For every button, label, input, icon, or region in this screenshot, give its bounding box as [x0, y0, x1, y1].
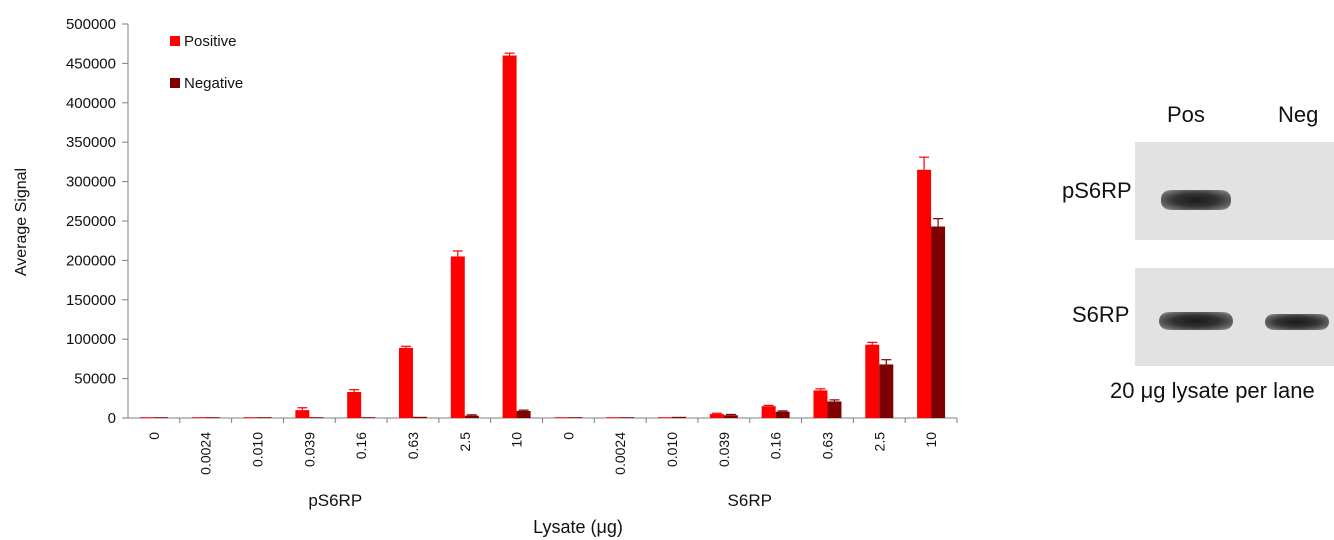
x-tick-label: 0.16: [768, 432, 784, 459]
bar-positive: [191, 417, 206, 418]
y-axis-title: Average Signal: [13, 168, 30, 276]
bar-positive: [139, 417, 154, 418]
bar-negative: [361, 417, 376, 418]
bar-positive: [554, 417, 569, 418]
x-tick-label: 0.0024: [612, 432, 628, 475]
bar-negative: [827, 401, 842, 418]
bar-positive: [709, 414, 724, 418]
x-tick-label: 0.010: [664, 432, 680, 467]
legend-label: Positive: [184, 33, 237, 50]
group-label: S6RP: [728, 491, 772, 510]
y-tick-label: 250000: [66, 213, 116, 230]
bar-negative: [672, 416, 687, 418]
x-tick-label: 2.5: [871, 432, 887, 452]
bar-positive: [658, 417, 673, 418]
bar-positive: [502, 55, 517, 419]
blot-row-top-label: pS6RP: [1062, 178, 1132, 203]
bar-chart: 0 50000 100000 150000 200000 250000 300000 3500…: [13, 16, 958, 537]
bar-positive: [243, 417, 258, 418]
blot-band-bottom-neg: [1265, 314, 1329, 330]
y-tick-label: 200000: [66, 252, 116, 269]
x-tick-label: 0.16: [353, 432, 369, 459]
x-tick-label: 0.0024: [198, 432, 214, 475]
bar-negative: [153, 417, 168, 418]
bar-positive: [761, 406, 776, 418]
bar-positive: [813, 390, 828, 418]
bar-negative: [257, 417, 272, 418]
y-tick-label: 350000: [66, 134, 116, 151]
bar-negative: [879, 364, 894, 418]
blot-col-pos-label: Pos: [1167, 102, 1205, 127]
x-tick-label: 0.63: [405, 432, 421, 459]
blot-caption: 20 μg lysate per lane: [1110, 378, 1315, 403]
blot-panel-top: [1135, 142, 1334, 240]
bars: [139, 52, 946, 419]
bar-positive: [347, 391, 362, 418]
x-tick-label: 2.5: [457, 432, 473, 452]
y-axis-ticks: 0 50000 100000 150000 200000 250000 300000 3500…: [66, 16, 128, 427]
y-tick-label: 150000: [66, 292, 116, 309]
blot-row-bottom-label: S6RP: [1072, 302, 1130, 327]
legend-label: Negative: [184, 75, 243, 92]
bar-positive: [450, 256, 465, 418]
x-tick-label: 0.039: [716, 432, 732, 467]
bar-positive: [295, 410, 310, 418]
legend: Positive Negative: [170, 33, 243, 92]
bar-negative: [620, 417, 635, 418]
bar-negative: [412, 416, 427, 418]
y-tick-label: 100000: [66, 331, 116, 348]
x-tick-label: 0.63: [819, 432, 835, 459]
bar-positive: [398, 347, 413, 418]
x-tick-label: 10: [509, 432, 525, 448]
x-tick-label: 0: [560, 432, 576, 440]
x-tick-label: 0.010: [250, 432, 266, 467]
blot-col-neg-label: Neg: [1278, 102, 1319, 127]
bar-negative: [516, 410, 531, 418]
legend-swatch: [170, 78, 180, 88]
x-tick-label: 0: [146, 432, 162, 440]
bar-negative: [464, 415, 479, 418]
blot-band-bottom-pos: [1159, 312, 1233, 330]
group-labels: pS6RP S6RP: [308, 491, 772, 510]
y-tick-label: 300000: [66, 174, 116, 191]
y-tick-label: 50000: [74, 371, 116, 388]
bar-negative: [568, 417, 583, 418]
blot-panel-bottom: [1135, 268, 1334, 366]
legend-swatch: [170, 36, 180, 46]
western-blot: Pos Neg pS6RP S6RP 20 μg lysate per lane: [1050, 90, 1334, 420]
y-tick-label: 0: [108, 410, 116, 427]
group-label: pS6RP: [308, 491, 362, 510]
bar-negative: [723, 415, 738, 418]
bar-negative: [309, 417, 324, 418]
y-tick-label: 450000: [66, 55, 116, 72]
blot-band-top-pos: [1161, 190, 1231, 210]
x-axis-title: Lysate (μg): [533, 517, 623, 537]
bar-negative: [205, 417, 220, 418]
bar-positive: [606, 417, 621, 418]
bar-negative: [931, 226, 946, 418]
x-tick-labels: 0 0.0024 0.010 0.039 0.16 0.63 2.5 10 0 0.0024 0.0…: [146, 418, 958, 475]
x-tick-label: 10: [923, 432, 939, 448]
bar-positive: [865, 344, 880, 418]
x-tick-label: 0.039: [301, 432, 317, 467]
bar-positive: [917, 169, 932, 418]
y-tick-label: 500000: [66, 16, 116, 33]
y-tick-label: 400000: [66, 95, 116, 112]
bar-negative: [775, 411, 790, 418]
